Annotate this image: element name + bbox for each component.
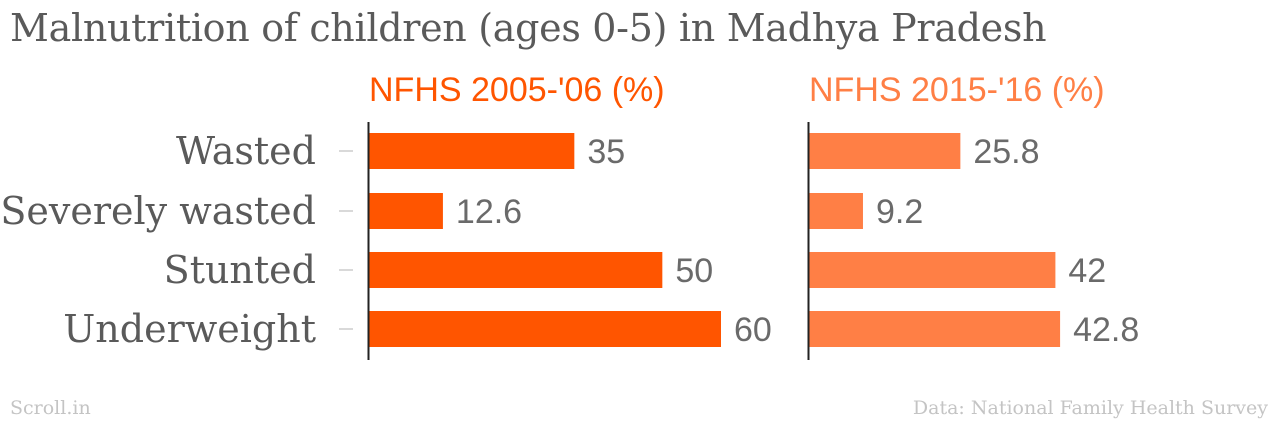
bar: [809, 311, 1061, 347]
category-label: Wasted: [176, 129, 316, 173]
bar: [369, 311, 721, 347]
data-label: 42: [1068, 252, 1106, 290]
bar: [809, 252, 1056, 288]
bar: [809, 193, 863, 229]
data-label: 9.2: [876, 193, 923, 231]
data-label: 35: [587, 133, 625, 171]
bar: [369, 252, 663, 288]
series-header: NFHS 2015-'16 (%): [809, 71, 1105, 109]
chart-title: Malnutrition of children (ages 0-5) in M…: [10, 6, 1047, 50]
brand-label: Scroll.in: [10, 397, 91, 419]
data-label: 12.6: [456, 193, 522, 231]
bar: [369, 193, 443, 229]
series-header: NFHS 2005-'06 (%): [369, 71, 665, 109]
bar: [369, 133, 575, 169]
data-label: 50: [675, 252, 713, 290]
data-label: 60: [734, 311, 772, 349]
category-label: Stunted: [164, 248, 316, 292]
category-label: Underweight: [63, 307, 316, 351]
source-label: Data: National Family Health Survey: [912, 397, 1268, 419]
data-label: 42.8: [1073, 311, 1139, 349]
category-label: Severely wasted: [0, 189, 316, 233]
data-label: 25.8: [973, 133, 1039, 171]
bar: [809, 133, 961, 169]
